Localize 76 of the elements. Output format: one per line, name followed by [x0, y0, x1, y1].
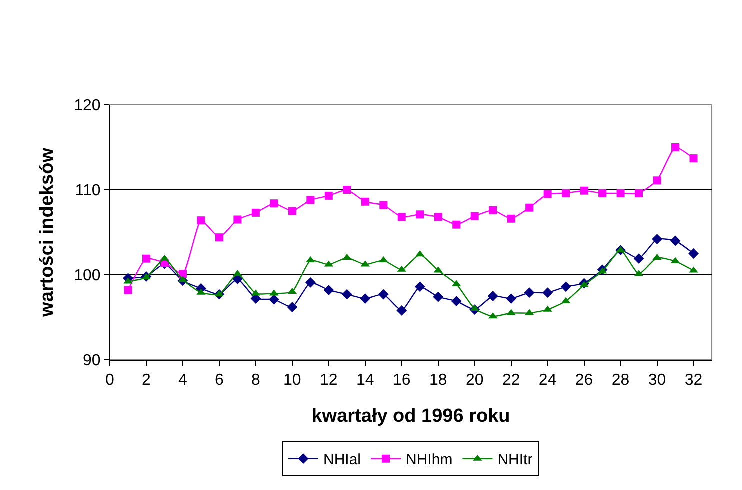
point	[396, 306, 408, 316]
y-tick-label: 120	[74, 98, 101, 115]
point	[451, 296, 462, 307]
x-tick-label: 10	[284, 372, 302, 390]
point	[324, 192, 333, 200]
point	[598, 189, 607, 198]
x-tick-label: 32	[684, 372, 703, 390]
point	[398, 213, 406, 222]
point	[652, 234, 662, 244]
point	[452, 220, 461, 229]
point	[287, 302, 298, 312]
point	[616, 189, 625, 198]
point	[672, 144, 680, 152]
point	[268, 294, 280, 305]
point	[142, 254, 150, 263]
point	[360, 294, 371, 304]
x-tick-label: 22	[502, 372, 520, 390]
point	[489, 206, 498, 214]
point	[580, 186, 588, 195]
point	[542, 288, 554, 298]
point	[688, 248, 699, 259]
point	[562, 189, 570, 198]
point	[270, 200, 278, 208]
point	[288, 207, 296, 216]
point	[634, 254, 644, 264]
legend-label: NHIal	[324, 452, 362, 469]
y-tick-label: 110	[75, 182, 101, 200]
point	[197, 216, 206, 225]
point	[416, 210, 424, 219]
point	[124, 286, 132, 294]
point	[524, 288, 535, 298]
point	[653, 176, 662, 185]
x-tick-label: 28	[612, 372, 630, 390]
legend-label: NHItr	[498, 452, 533, 469]
point	[342, 289, 352, 300]
x-tick-label: 6	[214, 372, 224, 390]
x-tick-label: 4	[178, 372, 188, 390]
point	[670, 236, 681, 246]
y-tick-label: 100	[74, 268, 101, 285]
point	[252, 208, 260, 217]
point	[470, 212, 479, 220]
x-axis-title: kwartały od 1996 roku	[312, 406, 510, 427]
point	[506, 294, 517, 304]
point	[526, 204, 534, 212]
point	[343, 186, 352, 194]
x-tick-label: 16	[392, 372, 411, 390]
point	[306, 196, 315, 204]
x-tick-label: 0	[106, 372, 115, 390]
point	[324, 285, 334, 296]
point	[434, 213, 442, 222]
x-tick-label: 30	[648, 372, 666, 390]
point	[544, 190, 552, 198]
point	[234, 216, 242, 224]
point	[380, 201, 388, 210]
point	[488, 291, 498, 302]
y-tick-label: 90	[83, 352, 101, 370]
legend-label: NHIhm	[406, 452, 453, 469]
point	[560, 282, 572, 292]
point	[361, 198, 370, 206]
x-tick-label: 2	[142, 372, 152, 390]
x-tick-label: 26	[575, 372, 594, 390]
point	[378, 289, 389, 300]
x-tick-label: 24	[538, 372, 557, 390]
point	[305, 277, 316, 288]
point	[433, 292, 444, 302]
y-axis-title: wartości indeksów	[36, 148, 58, 318]
point	[215, 234, 224, 242]
x-tick-label: 14	[356, 372, 374, 390]
point	[507, 214, 516, 223]
point	[414, 282, 426, 292]
x-tick-label: 8	[251, 372, 260, 390]
point	[690, 154, 698, 163]
x-tick-label: 20	[466, 372, 484, 390]
x-tick-label: 12	[320, 372, 338, 390]
point	[635, 189, 644, 198]
x-tick-label: 18	[429, 372, 448, 390]
